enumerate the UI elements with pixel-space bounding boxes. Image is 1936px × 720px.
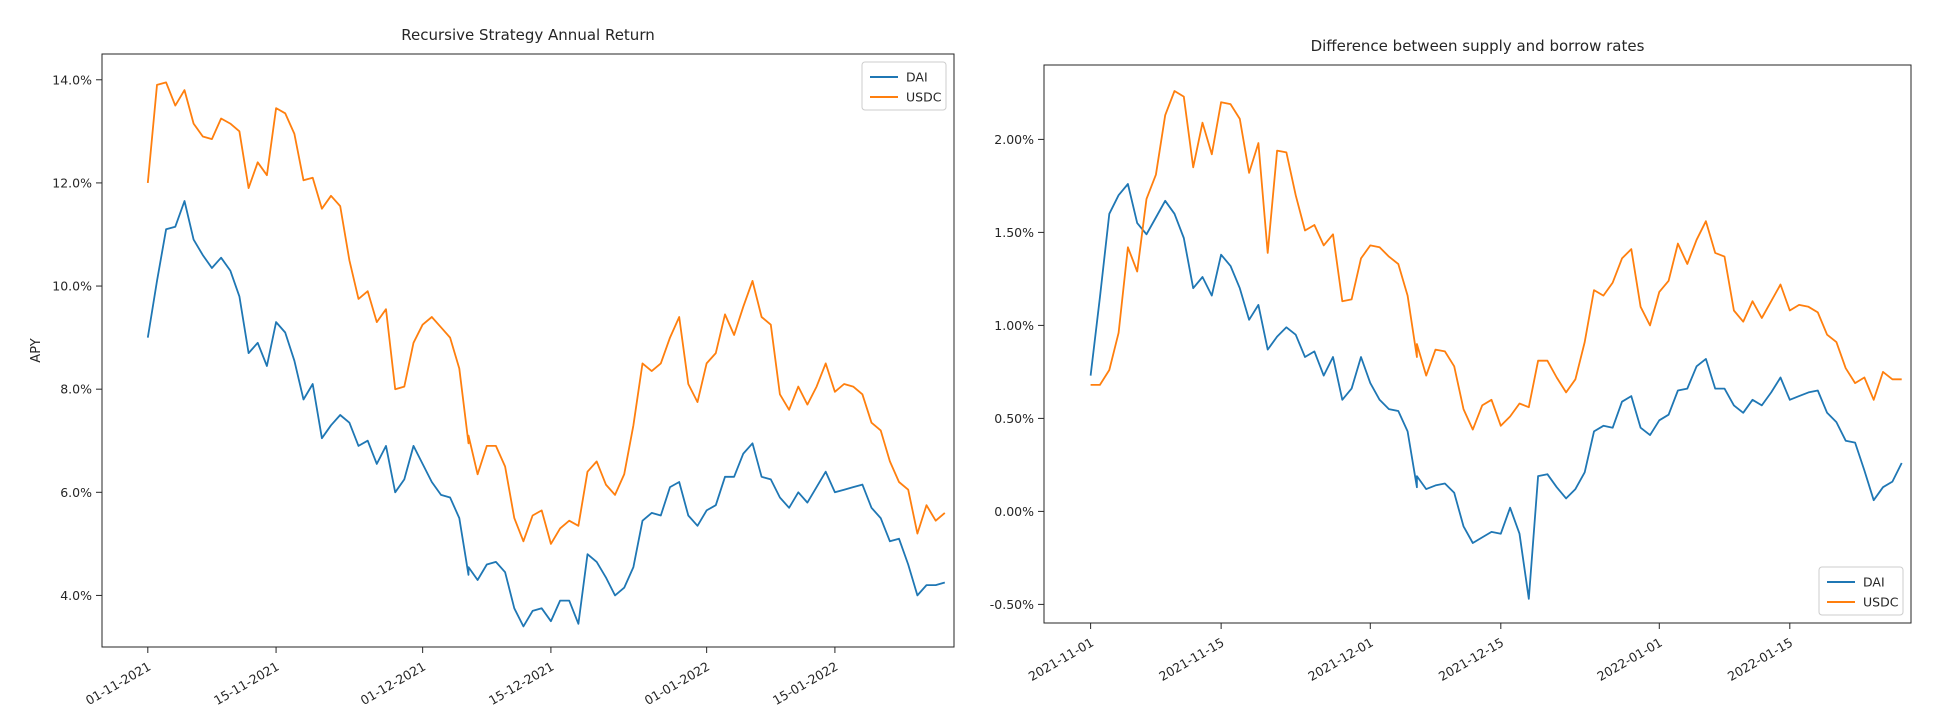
y-tick-label: 14.0%: [52, 72, 92, 87]
legend-label-dai: DAI: [906, 70, 928, 85]
y-tick-label: 12.0%: [52, 175, 92, 190]
y-tick-label: -0.50%: [990, 597, 1034, 612]
series-line-usdc: [1090, 90, 1902, 431]
plot-frame: [101, 53, 955, 648]
y-tick-label: 1.00%: [994, 318, 1034, 333]
series-line-usdc: [146, 81, 946, 545]
y-tick-label: 0.50%: [994, 411, 1034, 426]
legend-label-usdc: USDC: [1863, 595, 1899, 610]
chart-title: Difference between supply and borrow rat…: [1311, 37, 1645, 55]
y-axis-label: APY: [29, 338, 44, 362]
apy-chart: Recursive Strategy Annual Return APY 4.0% 6…: [29, 26, 955, 708]
y-tick-label: 4.0%: [60, 588, 92, 603]
y-tick-label: 2.00%: [994, 132, 1034, 147]
x-tick-label: 15-01-2022: [770, 659, 840, 708]
y-tick-label: 6.0%: [60, 485, 92, 500]
legend: DAI USDC: [1818, 566, 1904, 616]
x-tick-label: 01-12-2021: [358, 659, 428, 708]
y-tick-label: 0.00%: [994, 504, 1034, 519]
x-tick-label: 2021-12-01: [1305, 635, 1375, 684]
legend-label-usdc: USDC: [906, 90, 942, 105]
y-tick-label: 8.0%: [60, 382, 92, 397]
series-line-dai: [146, 200, 946, 628]
x-tick-label: 15-11-2021: [211, 659, 281, 708]
series-line-dai: [1089, 183, 1903, 600]
x-tick-label: 01-01-2022: [642, 659, 712, 708]
legend-label-dai: DAI: [1863, 575, 1885, 590]
rate-difference-chart: Difference between supply and borrow rat…: [990, 37, 1912, 684]
y-tick-label: 10.0%: [52, 279, 92, 294]
x-tick-label: 01-11-2021: [83, 659, 153, 708]
legend: DAI USDC: [861, 61, 947, 111]
x-tick-label: 15-12-2021: [486, 659, 556, 708]
chart-title: Recursive Strategy Annual Return: [401, 26, 654, 44]
x-tick-label: 2021-12-15: [1436, 635, 1506, 684]
x-tick-label: 2022-01-01: [1594, 635, 1664, 684]
plot-frame: [1043, 64, 1912, 624]
x-tick-label: 2022-01-15: [1725, 635, 1795, 684]
x-tick-label: 2021-11-01: [1026, 635, 1096, 684]
x-tick-label: 2021-11-15: [1156, 635, 1226, 684]
y-tick-label: 1.50%: [994, 225, 1034, 240]
